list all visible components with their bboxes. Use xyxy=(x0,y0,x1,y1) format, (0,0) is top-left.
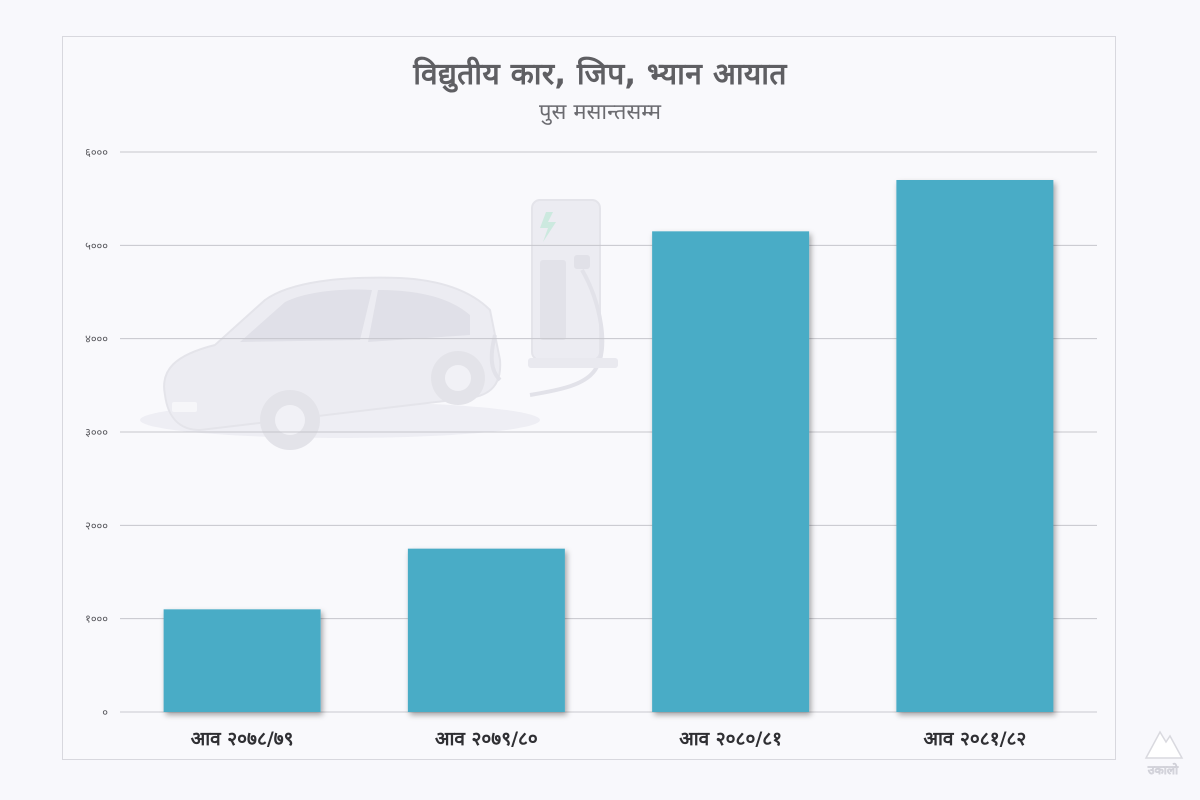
bar xyxy=(407,548,565,712)
x-tick-label: आव २०७९/८० xyxy=(435,728,538,750)
publisher-logo: उकालो xyxy=(1144,730,1184,777)
y-tick-label: १००० xyxy=(85,613,108,626)
mountain-logo-icon xyxy=(1144,730,1184,759)
x-tick-label: आव २०८१/८२ xyxy=(923,728,1026,750)
y-tick-label: ० xyxy=(102,706,108,719)
bar xyxy=(652,231,810,713)
chart-title: विद्युतीय कार, जिप, भ्यान आयात xyxy=(413,57,787,92)
car-icon xyxy=(140,276,540,450)
y-tick-label: ६००० xyxy=(85,146,108,159)
ev-charging-illustration xyxy=(140,199,618,450)
bar xyxy=(163,609,321,712)
y-tick-label: ४००० xyxy=(85,333,108,346)
bars xyxy=(163,180,1054,713)
chart-subtitle: पुस मसान्तसम्म xyxy=(538,100,661,125)
y-tick-label: २००० xyxy=(85,519,108,532)
bar xyxy=(896,180,1054,712)
publisher-logo-text: उकालो xyxy=(1147,763,1179,777)
y-tick-label: ३००० xyxy=(85,426,108,439)
x-axis: आव २०७८/७९ आव २०७९/८० आव २०८०/८१ आव २०८१/८२ xyxy=(191,728,1027,750)
charging-station-icon xyxy=(489,199,618,397)
x-tick-label: आव २०७८/७९ xyxy=(191,728,294,750)
y-tick-label: ५००० xyxy=(85,239,108,252)
x-tick-label: आव २०८०/८१ xyxy=(679,728,782,750)
y-axis: ० १००० २००० ३००० ४००० ५००० ६००० xyxy=(85,146,108,719)
